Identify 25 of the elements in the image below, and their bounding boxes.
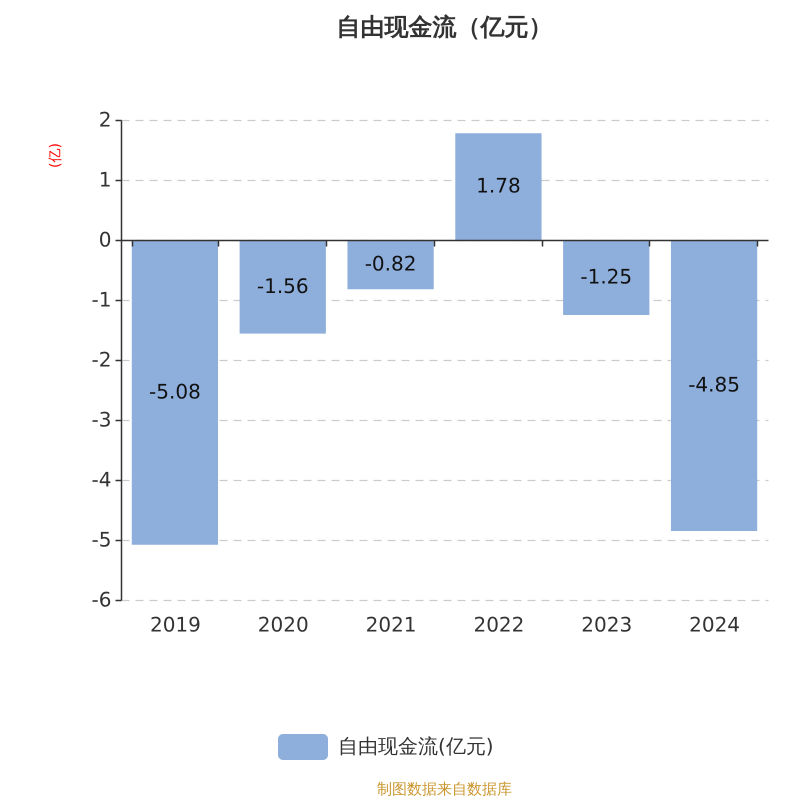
y-tick-label: -3 <box>92 408 112 432</box>
y-axis-title: (亿) <box>48 143 64 168</box>
x-tick-label: 2023 <box>581 612 632 636</box>
data-label: -0.82 <box>364 252 416 276</box>
y-tick-label: 1 <box>98 168 112 192</box>
y-tick-label: -5 <box>92 528 112 552</box>
y-tick-label: 0 <box>98 228 112 252</box>
data-label: 1.78 <box>476 174 521 198</box>
legend-label: 自由现金流(亿元) <box>338 734 494 758</box>
x-tick-label: 2019 <box>150 612 201 636</box>
text: 制图数据来自数据库 <box>377 780 512 798</box>
y-tick-label: -4 <box>92 468 112 492</box>
y-tick-label: -6 <box>92 588 112 612</box>
x-tick-label: 2021 <box>366 612 417 636</box>
x-tick-label: 2024 <box>689 612 740 636</box>
x-tick-label: 2022 <box>473 612 524 636</box>
x-tick-label: 2020 <box>258 612 309 636</box>
data-label: -1.25 <box>580 264 632 288</box>
data-label: -4.85 <box>688 372 740 396</box>
y-tick-label: -2 <box>92 348 112 372</box>
chart-title: 自由现金流（亿元） <box>336 13 552 41</box>
data-label: -1.56 <box>256 274 309 298</box>
y-tick-label: 2 <box>98 108 112 132</box>
y-tick-label: -1 <box>92 288 112 312</box>
data-label: -5.08 <box>149 379 201 404</box>
